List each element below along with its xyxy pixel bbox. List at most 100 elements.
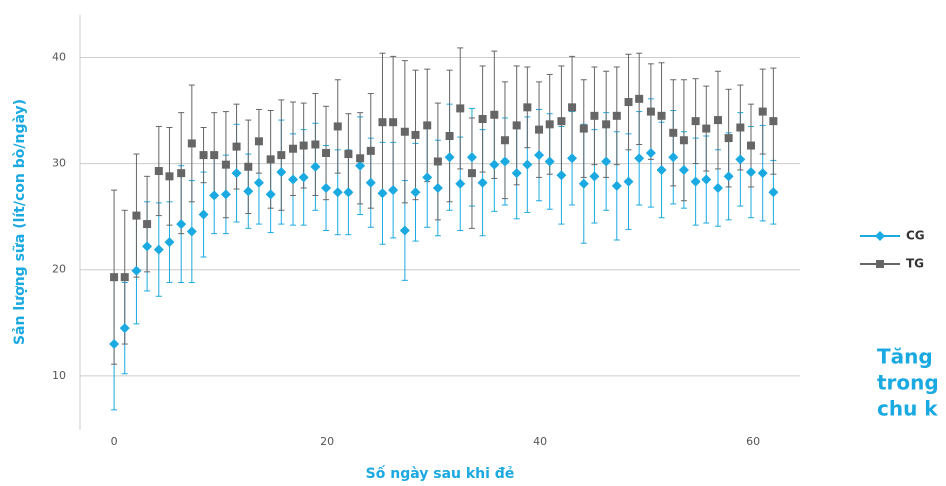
point xyxy=(723,171,734,182)
x-tick-label: 60 xyxy=(746,435,760,448)
point xyxy=(209,190,220,201)
point xyxy=(467,169,476,178)
point xyxy=(544,156,555,167)
point xyxy=(356,154,365,163)
point xyxy=(500,136,509,145)
y-axis-title: Sản lượng sữa (lít/con bò/ngày) xyxy=(12,99,28,345)
point xyxy=(735,154,746,165)
point xyxy=(344,150,353,159)
point xyxy=(724,134,733,143)
point xyxy=(624,98,633,107)
point xyxy=(186,226,197,237)
point xyxy=(423,121,432,130)
point xyxy=(612,111,621,120)
point xyxy=(343,187,354,198)
point xyxy=(646,107,655,116)
point xyxy=(668,152,679,163)
point xyxy=(187,139,196,148)
point xyxy=(432,183,443,194)
point xyxy=(758,107,767,116)
point xyxy=(657,111,666,120)
point xyxy=(332,187,343,198)
point xyxy=(310,161,321,172)
point xyxy=(478,115,487,124)
point xyxy=(568,103,577,112)
point xyxy=(634,153,645,164)
point xyxy=(176,219,187,230)
point xyxy=(389,118,398,127)
point xyxy=(210,151,219,160)
point xyxy=(535,125,544,134)
point xyxy=(489,159,500,170)
point xyxy=(511,168,522,179)
point xyxy=(232,142,241,151)
y-tick-label: 20 xyxy=(52,263,66,276)
point xyxy=(713,116,722,125)
point xyxy=(456,104,465,113)
x-tick-label: 0 xyxy=(111,435,118,448)
point xyxy=(120,273,129,282)
point xyxy=(110,273,119,282)
point xyxy=(142,241,153,252)
point xyxy=(153,244,164,255)
y-tick-label: 40 xyxy=(52,50,66,63)
point xyxy=(288,174,299,185)
point xyxy=(556,170,567,181)
point xyxy=(523,103,532,112)
point xyxy=(669,128,678,137)
point xyxy=(433,157,442,166)
point xyxy=(590,111,599,120)
point xyxy=(579,124,588,133)
point xyxy=(768,187,779,198)
point xyxy=(366,146,375,155)
point xyxy=(678,164,689,175)
point xyxy=(746,167,757,178)
point xyxy=(177,169,186,178)
point xyxy=(143,220,152,229)
point xyxy=(321,183,332,194)
point xyxy=(656,164,667,175)
x-axis-title: Số ngày sau khi đẻ xyxy=(366,465,515,482)
point xyxy=(377,188,388,199)
point xyxy=(522,159,533,170)
point xyxy=(512,121,521,130)
point xyxy=(623,176,634,187)
point xyxy=(298,172,309,183)
point xyxy=(757,168,768,179)
point xyxy=(534,150,545,161)
point xyxy=(601,156,612,167)
point xyxy=(399,225,410,236)
point xyxy=(154,167,163,176)
point xyxy=(691,117,700,126)
x-tick-label: 40 xyxy=(533,435,547,448)
point xyxy=(276,167,287,178)
point xyxy=(712,183,723,194)
annotation: chu k xyxy=(877,397,938,421)
point xyxy=(265,189,276,200)
point xyxy=(119,323,130,334)
point xyxy=(311,140,320,149)
point xyxy=(445,131,454,140)
point xyxy=(490,110,499,119)
point xyxy=(365,177,376,188)
y-tick-label: 30 xyxy=(52,157,66,170)
point xyxy=(875,231,885,241)
legend-label: CG xyxy=(906,229,925,243)
point xyxy=(645,147,656,158)
point xyxy=(244,162,253,171)
point xyxy=(769,117,778,126)
point xyxy=(243,186,254,197)
annotation: trong xyxy=(877,371,939,395)
annotation: Tăng xyxy=(877,345,933,369)
point xyxy=(355,160,366,171)
point xyxy=(289,144,298,153)
point xyxy=(220,189,231,200)
point xyxy=(444,152,455,163)
point xyxy=(277,151,286,160)
point xyxy=(557,117,566,126)
point xyxy=(876,260,884,268)
point xyxy=(466,152,477,163)
point xyxy=(702,124,711,133)
point xyxy=(635,94,644,103)
legend-label: TG xyxy=(906,257,924,271)
